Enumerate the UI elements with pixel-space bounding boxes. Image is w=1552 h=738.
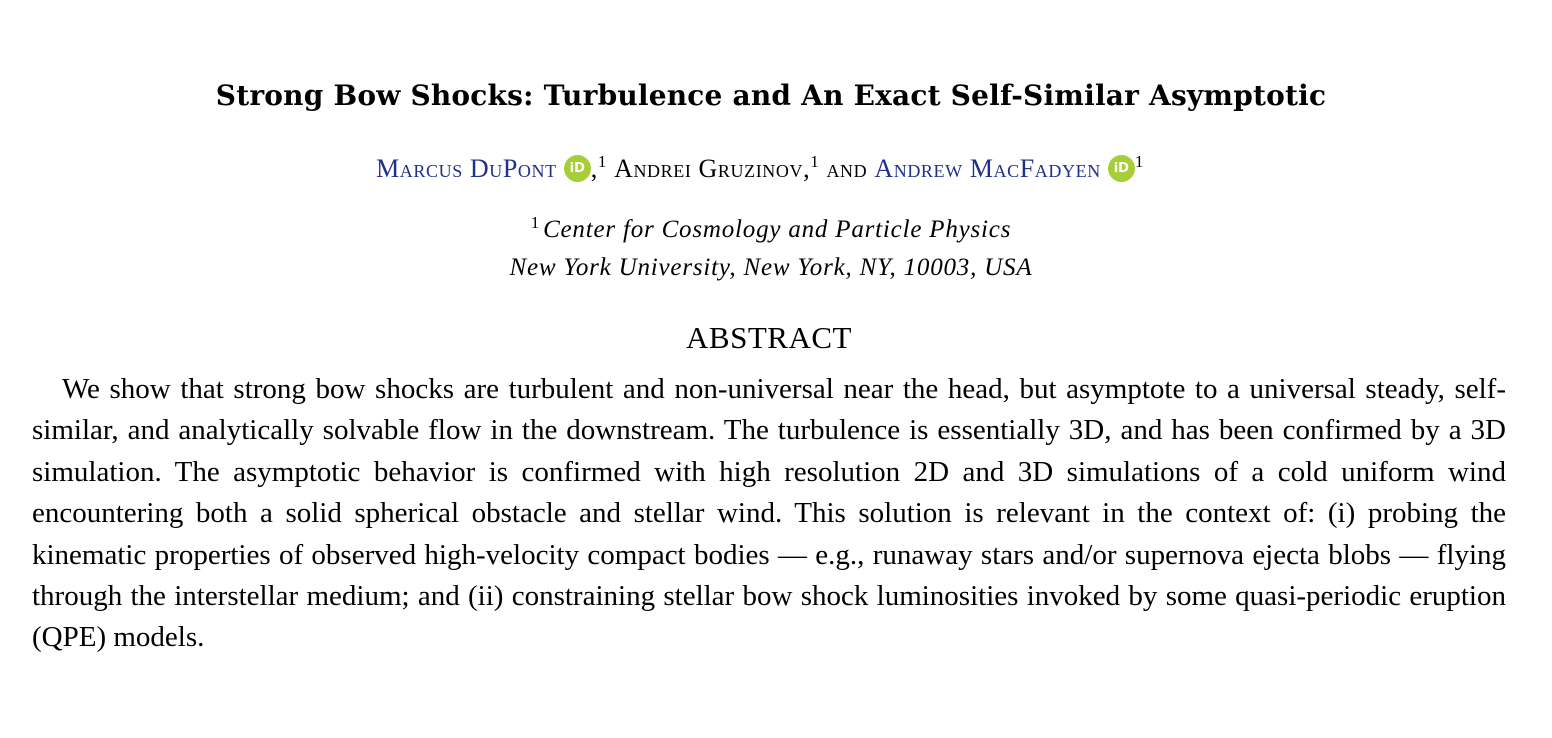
- affiliation-mark: 1: [530, 213, 541, 232]
- author-comma: ,: [590, 154, 598, 183]
- affiliation-mark: 1: [810, 152, 820, 171]
- abstract-heading: ABSTRACT: [686, 320, 852, 355]
- orcid-icon[interactable]: iD: [1107, 155, 1135, 182]
- author-comma: ,: [803, 154, 811, 183]
- orcid-icon[interactable]: iD: [563, 155, 591, 182]
- author-list: Marcus DuPont iD ,1 Andrei Gruzinov,1 and …: [0, 142, 1520, 189]
- affiliation-line-1: 1 Center for Cosmology and Particle Physi…: [0, 204, 1542, 249]
- author-joiner: and: [826, 154, 868, 183]
- affiliation-line-2: New York University, New York, NY, 10003…: [509, 254, 1033, 281]
- author-name-macfadyen[interactable]: Andrew MacFadyen: [874, 154, 1101, 183]
- abstract-text: We show that strong bow shocks are turbu…: [32, 373, 1506, 654]
- affiliation-mark: 1: [597, 152, 607, 171]
- author-name-dupont[interactable]: Marcus DuPont: [376, 154, 557, 183]
- author-name-gruzinov: Andrei Gruzinov: [614, 154, 804, 183]
- affiliation-block: 1 Center for Cosmology and Particle Physi…: [0, 204, 1542, 287]
- paper-title: Strong Bow Shocks: Turbulence and An Exa…: [215, 79, 1327, 112]
- affiliation-institute: Center for Cosmology and Particle Physic…: [543, 216, 1012, 243]
- affiliation-mark: 1: [1134, 152, 1144, 171]
